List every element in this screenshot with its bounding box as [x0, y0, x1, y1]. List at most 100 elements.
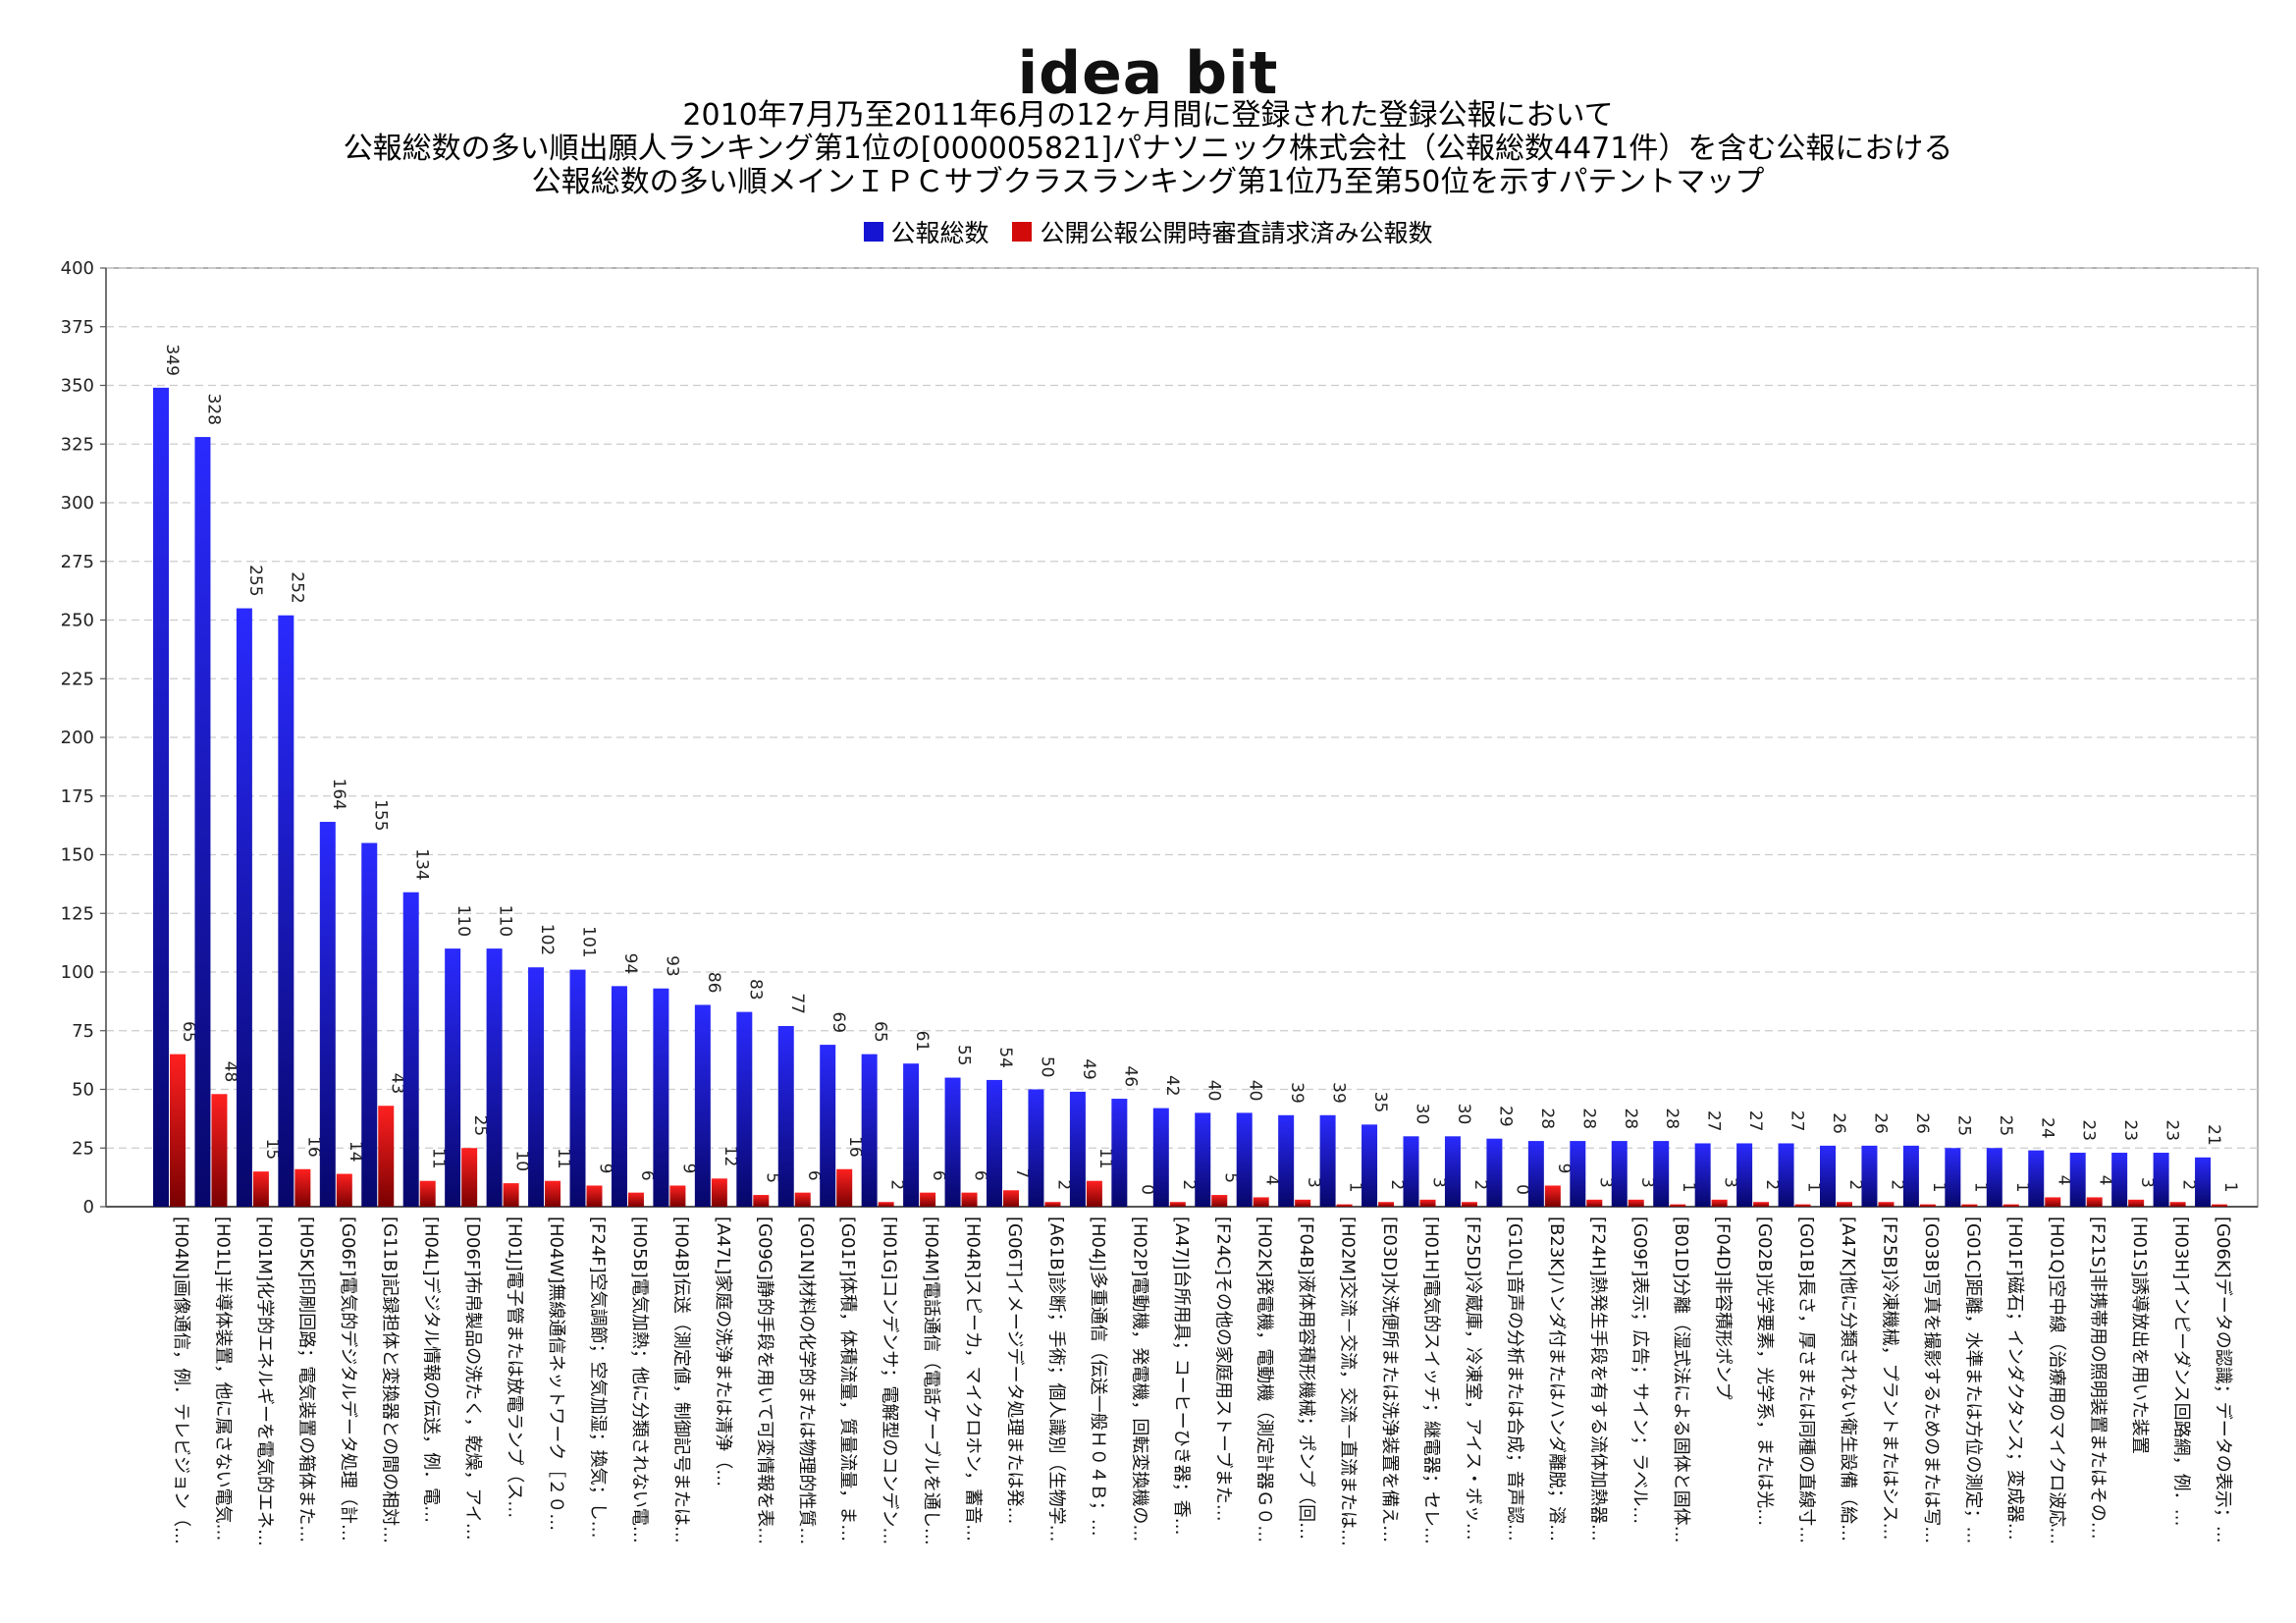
category-label: [G03B]写真を撮影するためのまたは写…: [1921, 1217, 1942, 1543]
category-label: [H04W]無線通信ネットワーク［２０…: [546, 1217, 566, 1531]
category-label: [H04L]デジタル情報の伝送，例．電…: [421, 1217, 442, 1523]
value-label-requested: 2: [1470, 1179, 1490, 1190]
category-label: [H02P]電動機，発電機，回転変換機の…: [1129, 1217, 1149, 1542]
bar-requested: [753, 1195, 770, 1207]
bar-total: [1444, 1136, 1461, 1207]
bar-total: [1362, 1124, 1378, 1207]
bar-total: [861, 1054, 878, 1207]
value-label-total: 42: [1162, 1075, 1182, 1097]
bar-requested: [1961, 1204, 1978, 1207]
bar-requested: [1586, 1199, 1603, 1207]
value-label-requested: 0: [1137, 1184, 1156, 1195]
bar-requested: [586, 1185, 603, 1207]
value-label-requested: 9: [1554, 1163, 1574, 1174]
value-label-total: 93: [662, 955, 681, 977]
bar-total: [1278, 1114, 1295, 1207]
bar-requested: [1628, 1199, 1644, 1207]
category-label: [F24C]その他の家庭用ストーブまた…: [1212, 1217, 1234, 1522]
category-label: [F24F]空気調節；空気加湿；換気；し…: [588, 1217, 609, 1539]
value-label-requested: 1: [1346, 1182, 1365, 1193]
bar-total: [528, 967, 545, 1207]
value-label-total: 28: [1621, 1108, 1640, 1129]
value-label-requested: 16: [845, 1136, 865, 1158]
bar-total: [1694, 1143, 1711, 1207]
bars: 3496532848255152521616414155431341111025…: [153, 344, 2240, 1208]
bar-requested: [1003, 1190, 1019, 1207]
bar-requested: [2002, 1204, 2019, 1207]
bar-requested: [920, 1192, 936, 1207]
category-label: [G01C]距離，水準または方位の測定；…: [1962, 1217, 1983, 1543]
value-label-total: 164: [329, 779, 348, 810]
value-label-requested: 1: [1679, 1182, 1698, 1193]
y-tick-label: 25: [72, 1138, 94, 1159]
value-label-total: 21: [2204, 1124, 2223, 1146]
bar-total: [402, 892, 419, 1207]
value-label-requested: 25: [470, 1115, 490, 1137]
value-label-requested: 1: [1804, 1182, 1824, 1193]
y-tick-label: 400: [61, 258, 94, 279]
category-label: [H01F]磁石；インダクタンス；変成器…: [2004, 1217, 2025, 1541]
bar-requested: [1670, 1204, 1686, 1207]
bar-requested: [669, 1185, 686, 1207]
y-tick-label: 0: [83, 1197, 94, 1217]
category-label: [H01S]誘導放出を用いた装置: [2129, 1217, 2150, 1454]
bar-requested: [170, 1054, 186, 1207]
bar-requested: [1211, 1195, 1228, 1207]
value-label-requested: 43: [387, 1073, 406, 1095]
value-label-total: 110: [496, 905, 515, 937]
bar-requested: [1753, 1202, 1770, 1207]
value-label-total: 134: [412, 848, 432, 880]
bar-requested: [794, 1192, 811, 1207]
value-label-requested: 5: [762, 1172, 781, 1183]
y-tick-label: 75: [72, 1021, 94, 1042]
bar-total: [736, 1011, 753, 1207]
bar-total: [1820, 1145, 1836, 1207]
bar-requested: [1336, 1204, 1353, 1207]
bar-requested: [1044, 1202, 1061, 1207]
bar-requested: [836, 1168, 853, 1207]
bar-total: [1986, 1148, 2002, 1207]
category-label: [A47J]台所用具；コーヒーひき器；香…: [1171, 1217, 1192, 1536]
value-label-total: 69: [828, 1011, 848, 1033]
y-tick-label: 325: [61, 434, 94, 455]
bar-total: [278, 615, 294, 1207]
value-label-requested: 2: [2179, 1179, 2199, 1190]
category-label: [F25D]冷蔵庫，冷凍室，アイス・ボッ…: [1463, 1217, 1483, 1541]
bar-requested: [1878, 1202, 1895, 1207]
bar-requested: [2128, 1199, 2145, 1207]
category-label: [F04B]液体用容積形機械；ポンプ（回…: [1296, 1217, 1316, 1540]
value-label-total: 30: [1454, 1104, 1473, 1125]
category-label: [G06F]電気的デジタルデータ処理（計…: [338, 1217, 358, 1542]
bar-requested: [961, 1192, 978, 1207]
value-label-total: 25: [1953, 1115, 1973, 1137]
category-label: [G09F]表示；広告；サイン；ラベル…: [1629, 1217, 1650, 1524]
bar-total: [1778, 1143, 1794, 1207]
value-label-total: 26: [1912, 1112, 1932, 1134]
value-label-total: 28: [1537, 1108, 1557, 1129]
bar-total: [944, 1077, 961, 1207]
bar-requested: [1169, 1202, 1186, 1207]
bar-total: [820, 1045, 836, 1207]
value-label-total: 102: [537, 924, 557, 955]
bar-total: [1570, 1141, 1586, 1207]
bar-total: [1861, 1145, 1878, 1207]
bar-requested: [1711, 1199, 1728, 1207]
category-label: [H01Q]空中線（治療用のマイクロ波応…: [2046, 1217, 2066, 1544]
legend-swatch-total: [863, 222, 883, 242]
bar-requested: [1295, 1199, 1311, 1207]
value-label-total: 35: [1370, 1092, 1390, 1113]
value-label-total: 46: [1120, 1065, 1140, 1087]
bar-requested: [2169, 1202, 2186, 1207]
y-tick-label: 200: [61, 728, 94, 748]
value-label-total: 349: [162, 344, 182, 375]
value-label-requested: 6: [804, 1170, 824, 1181]
category-label: [H01J]電子管または放電ランプ（ス…: [505, 1217, 525, 1518]
value-label-requested: 48: [220, 1061, 240, 1083]
value-label-requested: 15: [262, 1139, 282, 1161]
category-label: [F21S]非携帯用の照明装置またはその…: [2088, 1217, 2109, 1540]
value-label-total: 54: [995, 1047, 1015, 1068]
bar-requested: [1837, 1202, 1852, 1207]
value-label-total: 27: [1704, 1110, 1724, 1132]
